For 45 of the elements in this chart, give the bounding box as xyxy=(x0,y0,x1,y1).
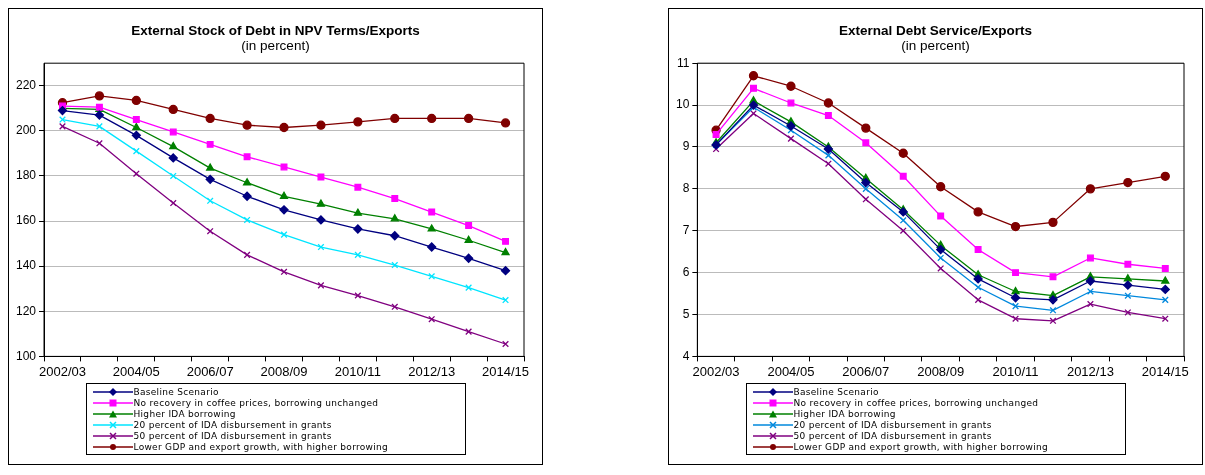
chart-subtitle: (in percent) xyxy=(240,38,311,53)
x-tick-label: 2002/03 xyxy=(38,363,86,379)
legend-label: No recovery in coffee prices, borrowing unchanged xyxy=(793,397,1039,408)
chart-subtitle: (in percent) xyxy=(900,38,971,53)
x-tick-label: 2002/03 xyxy=(692,363,740,379)
legend-label: 50 percent of IDA disbursement in grants xyxy=(793,430,992,441)
legend-label: Baseline Scenario xyxy=(793,386,879,397)
x-tick-label: 2004/05 xyxy=(112,363,160,379)
chart-title: External Stock of Debt in NPV Terms/Exports xyxy=(130,23,421,38)
x-tick-label: 2008/09 xyxy=(917,363,965,379)
x-tick-label: 2006/07 xyxy=(186,363,234,379)
legend-label: 20 percent of IDA disbursement in grants xyxy=(133,419,332,430)
legend-label: Lower GDP and export growth, with higher borrowing xyxy=(793,441,1049,452)
y-tick-label: 11 xyxy=(676,55,690,70)
legend-label: Higher IDA borrowing xyxy=(793,408,896,419)
x-tick-label: 2010/11 xyxy=(334,363,381,379)
y-tick-label: 140 xyxy=(15,258,37,273)
y-tick-label: 160 xyxy=(15,213,37,228)
x-tick-label: 2012/13 xyxy=(1066,363,1114,379)
y-tick-label: 5 xyxy=(682,306,690,321)
y-tick-label: 220 xyxy=(15,78,37,93)
y-tick-label: 200 xyxy=(15,123,37,138)
legend-label: Baseline Scenario xyxy=(133,386,219,397)
legend-label: Lower GDP and export growth, with higher borrowing xyxy=(133,441,389,452)
y-tick-label: 10 xyxy=(675,97,690,112)
y-tick-label: 9 xyxy=(682,139,690,154)
x-tick-label: 2014/15 xyxy=(482,363,530,379)
x-tick-label: 2008/09 xyxy=(260,363,308,379)
y-tick-label: 4 xyxy=(682,348,690,363)
y-tick-label: 8 xyxy=(682,181,690,196)
y-tick-label: 6 xyxy=(682,264,690,279)
y-tick-label: 100 xyxy=(15,348,37,363)
legend-label: Higher IDA borrowing xyxy=(133,408,236,419)
legend-label: No recovery in coffee prices, borrowing unchanged xyxy=(133,397,379,408)
legend-label: 20 percent of IDA disbursement in grants xyxy=(793,419,992,430)
x-tick-label: 2012/13 xyxy=(408,363,456,379)
chart-title: External Debt Service/Exports xyxy=(838,23,1033,38)
legend-label: 50 percent of IDA disbursement in grants xyxy=(133,430,332,441)
y-tick-label: 180 xyxy=(15,168,37,183)
y-tick-label: 7 xyxy=(682,223,690,238)
x-tick-label: 2006/07 xyxy=(842,363,890,379)
x-tick-label: 2004/05 xyxy=(767,363,815,379)
x-tick-label: 2014/15 xyxy=(1141,363,1189,379)
x-tick-label: 2010/11 xyxy=(992,363,1039,379)
y-tick-label: 120 xyxy=(15,303,37,318)
